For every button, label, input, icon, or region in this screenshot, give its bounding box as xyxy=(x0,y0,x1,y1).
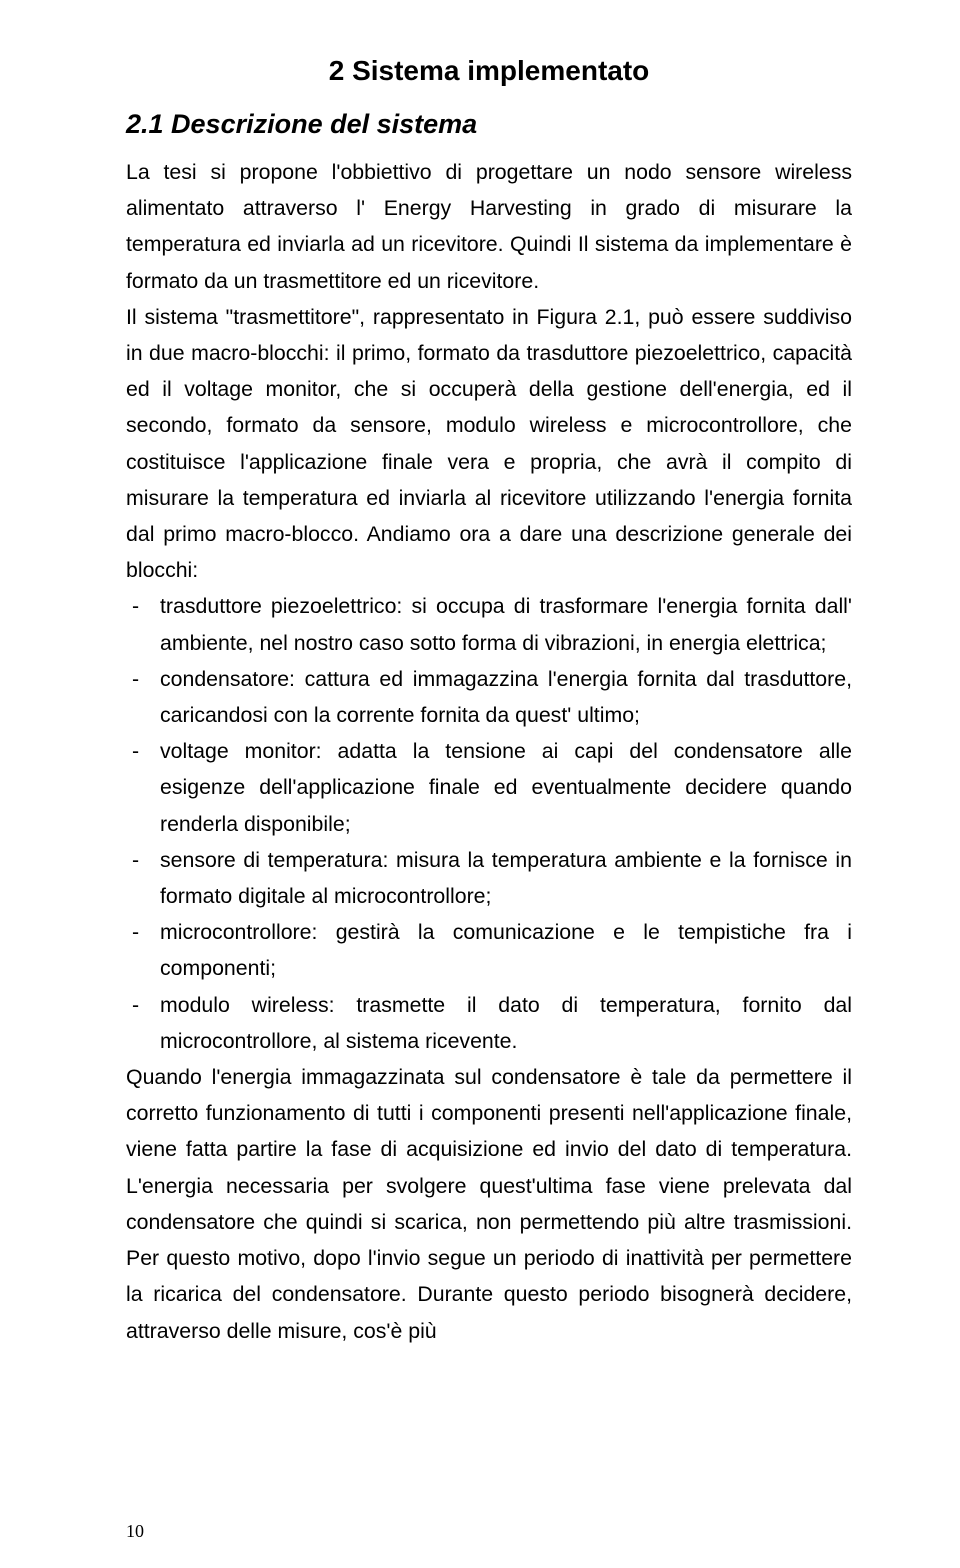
paragraph-1: La tesi si propone l'obbiettivo di proge… xyxy=(126,154,852,299)
chapter-title: 2 Sistema implementato xyxy=(126,55,852,87)
bullet-item: voltage monitor: adatta la tensione ai c… xyxy=(160,733,852,842)
paragraph-2: Il sistema "trasmettitore", rappresentat… xyxy=(126,299,852,589)
bullet-item: modulo wireless: trasmette il dato di te… xyxy=(160,987,852,1059)
page: 2 Sistema implementato 2.1 Descrizione d… xyxy=(0,0,960,1568)
bullet-item: condensatore: cattura ed immagazzina l'e… xyxy=(160,661,852,733)
section-title: 2.1 Descrizione del sistema xyxy=(126,109,852,140)
body-text: La tesi si propone l'obbiettivo di proge… xyxy=(126,154,852,1349)
page-number: 10 xyxy=(126,1521,144,1542)
bullet-item: trasduttore piezoelettrico: si occupa di… xyxy=(160,588,852,660)
bullet-list: trasduttore piezoelettrico: si occupa di… xyxy=(126,588,852,1059)
bullet-item: microcontrollore: gestirà la comunicazio… xyxy=(160,914,852,986)
paragraph-3: Quando l'energia immagazzinata sul conde… xyxy=(126,1059,852,1349)
bullet-item: sensore di temperatura: misura la temper… xyxy=(160,842,852,914)
